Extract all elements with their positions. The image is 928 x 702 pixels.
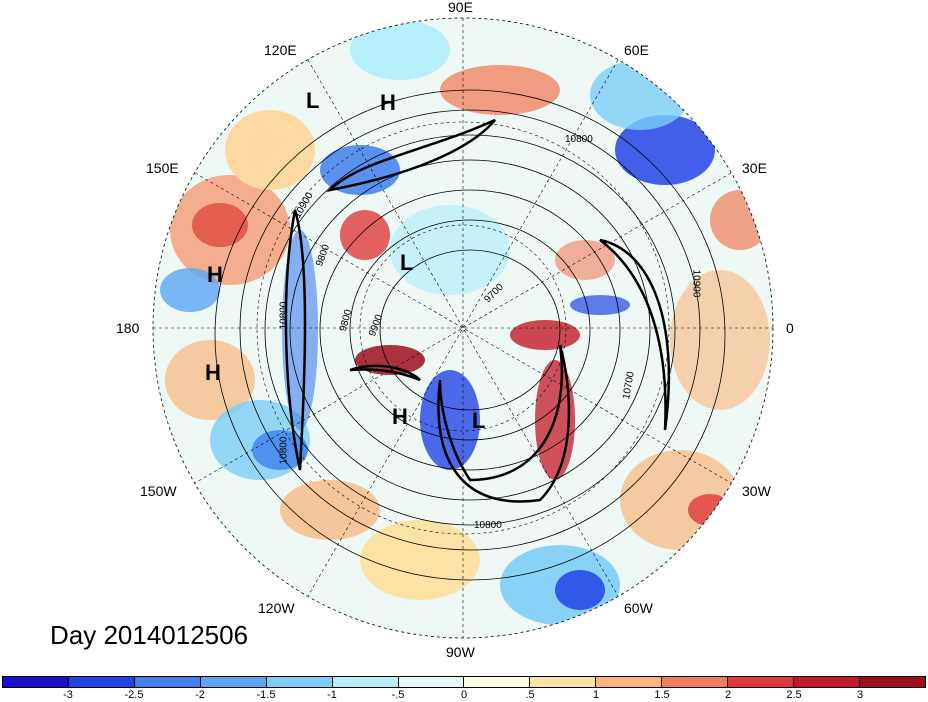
low-pressure-label: L <box>306 88 320 113</box>
colorbar-segment <box>200 677 267 687</box>
colorbar-segment <box>794 677 860 687</box>
lon-label-90e: 90E <box>448 0 473 15</box>
colorbar-tick-label: -3 <box>63 689 73 701</box>
colorbar-tick-label: 2 <box>724 689 732 701</box>
lon-label-0: 0 <box>786 320 794 336</box>
low-pressure-label: L <box>472 408 486 433</box>
colorbar-segment <box>464 677 531 687</box>
colorbar-segment <box>662 677 729 687</box>
colorbar-segment <box>728 677 795 687</box>
colorbar-tick-label: -.5 <box>391 689 405 701</box>
lon-label-90w: 90W <box>446 644 475 660</box>
map-boundary <box>152 17 774 639</box>
colorbar-tick-label: -1 <box>327 689 337 701</box>
colorbar-segment <box>332 677 399 687</box>
colorbar-segment <box>859 677 925 687</box>
contour-label: 10900 <box>690 269 702 298</box>
colorbar-segment <box>68 677 135 687</box>
high-pressure-label: H <box>207 262 223 287</box>
high-pressure-label: H <box>380 90 396 115</box>
colorbar-tick-label: 1 <box>592 689 600 701</box>
lon-label-150e: 150E <box>146 160 179 176</box>
high-pressure-label: H <box>392 404 408 429</box>
low-pressure-label: L <box>400 250 414 275</box>
graticule <box>153 18 773 638</box>
colorbar-tick-label: 1.5 <box>654 689 670 701</box>
contour-label: 10800 <box>278 436 290 465</box>
lon-label-60e: 60E <box>624 42 649 58</box>
colorbar-segment <box>596 677 663 687</box>
colorbar-tick-label: 2.5 <box>786 689 802 701</box>
colorbar-segment <box>134 677 201 687</box>
contour-label: 10800 <box>278 301 290 330</box>
colorbar-segment <box>398 677 465 687</box>
date-label: Day 2014012506 <box>50 620 249 650</box>
lon-label-120e: 120E <box>264 42 297 58</box>
colorbar-segment <box>3 677 69 687</box>
high-pressure-label: H <box>205 360 221 385</box>
colorbar-tick-label: .5 <box>525 689 535 701</box>
colorbar <box>2 676 926 688</box>
colorbar-tick-label: 3 <box>856 689 864 701</box>
geopotential-contours <box>214 89 726 581</box>
anomaly-field <box>153 18 773 638</box>
jet-contours <box>284 118 671 503</box>
lon-label-180: 180 <box>116 320 140 336</box>
colorbar-tick-label: 0 <box>460 689 468 701</box>
lon-label-30e: 30E <box>742 160 767 176</box>
colorbar-tick-label: -2 <box>195 689 205 701</box>
colorbar-tick-label: -2.5 <box>124 689 144 701</box>
colorbar-segment <box>266 677 333 687</box>
contour-label: 10800 <box>565 134 593 145</box>
lon-label-60w: 60W <box>624 600 653 616</box>
contour-label: 10800 <box>474 520 502 531</box>
lon-label-120w: 120W <box>258 600 295 616</box>
colorbar-segment <box>530 677 597 687</box>
lon-label-30w: 30W <box>742 483 771 499</box>
lon-label-150w: 150W <box>140 483 177 499</box>
colorbar-tick-label: -1.5 <box>256 689 276 701</box>
